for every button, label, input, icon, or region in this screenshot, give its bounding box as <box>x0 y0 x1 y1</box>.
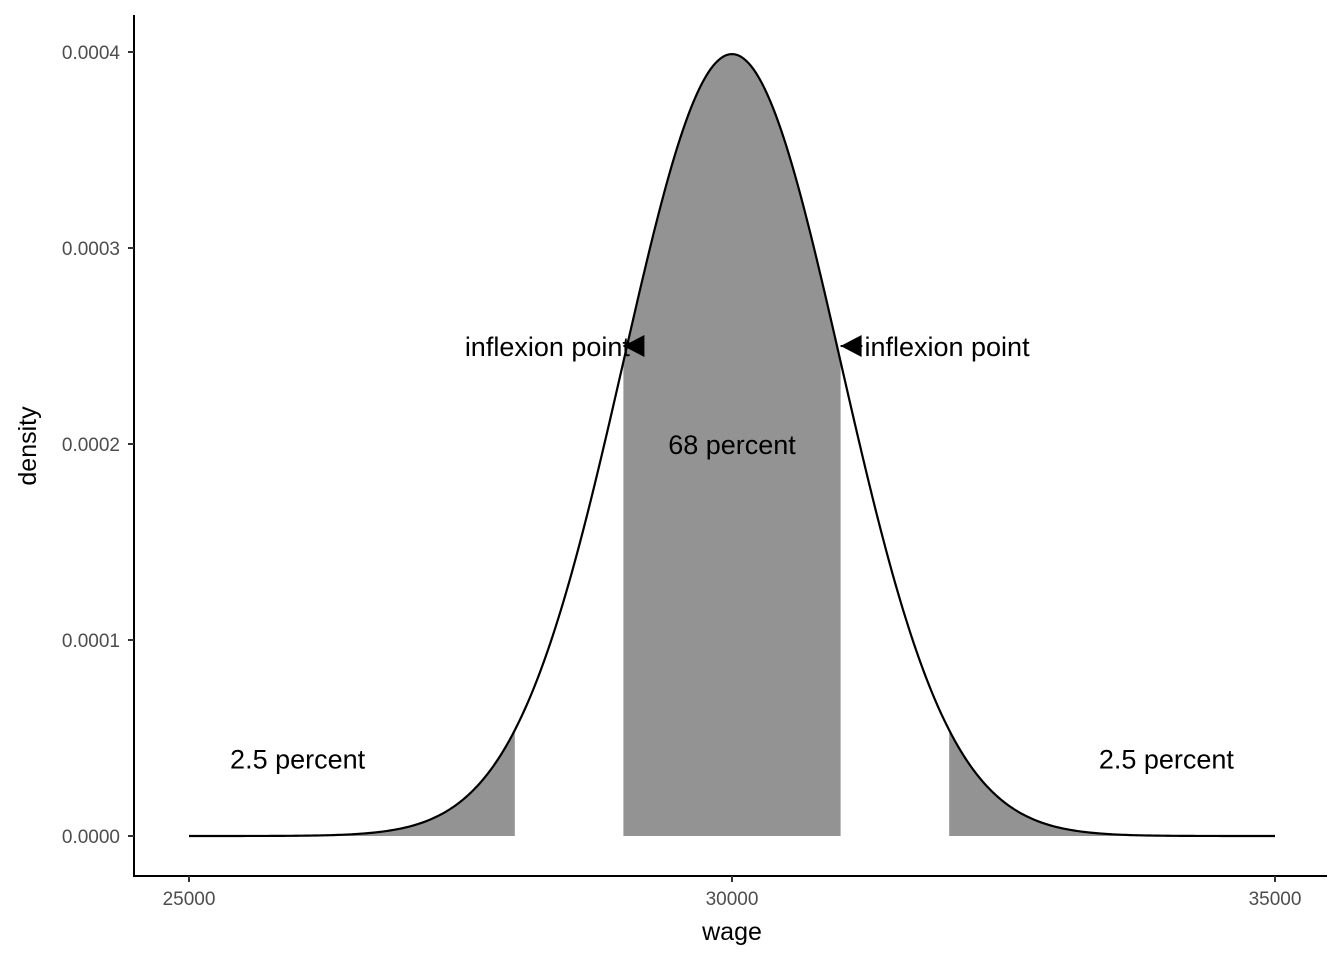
arrowhead-icon <box>623 335 645 357</box>
shaded-region-lower-tail <box>189 730 515 836</box>
x-tick-label: 30000 <box>706 889 759 910</box>
right-inflexion-arrow <box>840 335 863 357</box>
shaded-region-center <box>623 54 841 836</box>
shaded-region-upper-tail <box>949 730 1275 836</box>
y-tick-label: 0.0004 <box>62 43 121 64</box>
x-axis-ticks: 25000 30000 35000 <box>163 876 1302 910</box>
density-curve <box>189 52 1275 838</box>
arrowhead-icon <box>840 335 862 357</box>
y-tick-label: 0.0002 <box>62 435 120 456</box>
upper-tail-label: 2.5 percent <box>1099 745 1235 775</box>
left-inflexion-label: inflexion point <box>465 332 631 362</box>
y-axis-ticks: 0.0000 0.0001 0.0002 0.0003 0.0004 <box>62 43 134 848</box>
annotations: 2.5 percent 2.5 percent 68 percent inflexio… <box>230 332 1234 775</box>
inflexion-arrows <box>623 335 863 357</box>
x-axis-title: wage <box>701 918 762 946</box>
y-tick-label: 0.0001 <box>62 631 120 652</box>
lower-tail-label: 2.5 percent <box>230 745 366 775</box>
y-tick-label: 0.0000 <box>62 827 120 848</box>
right-inflexion-label: inflexion point <box>864 332 1030 362</box>
y-axis-title: density <box>14 406 42 486</box>
y-tick-label: 0.0003 <box>62 239 120 260</box>
x-tick-label: 25000 <box>163 889 216 910</box>
center-label: 68 percent <box>668 430 796 460</box>
x-tick-label: 35000 <box>1249 889 1302 910</box>
left-inflexion-arrow <box>623 335 645 357</box>
shaded-regions <box>189 54 1275 836</box>
